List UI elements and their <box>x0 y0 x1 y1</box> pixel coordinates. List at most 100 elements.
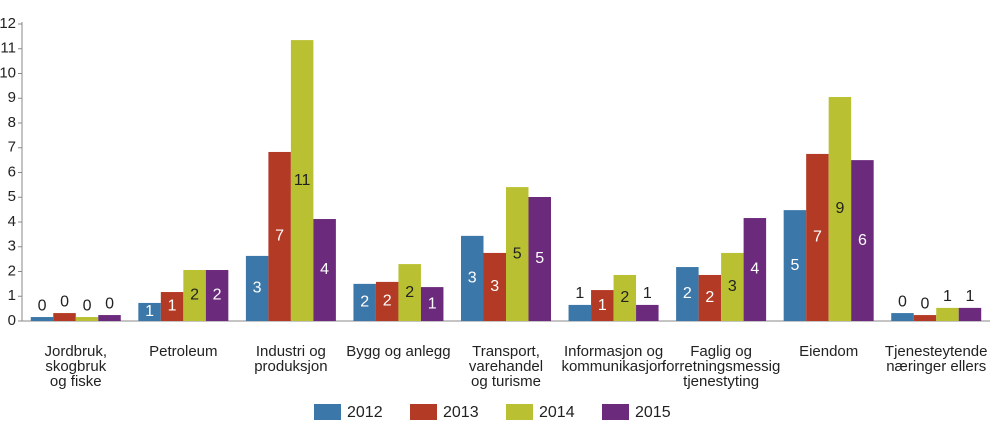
data-label: 9 <box>835 200 844 217</box>
bar <box>245 255 269 321</box>
bar <box>958 307 982 321</box>
bar <box>913 315 937 321</box>
x-tick-label-line: Tjenesteytende <box>885 343 988 360</box>
data-label: 4 <box>750 261 759 278</box>
data-label: 3 <box>468 270 477 287</box>
x-tick-label-line: forretningsmessig <box>662 358 780 375</box>
data-label: 2 <box>405 284 414 301</box>
x-tick-label-line: næringer ellers <box>886 358 986 375</box>
bar <box>636 304 659 321</box>
bar <box>205 270 229 321</box>
bar <box>851 160 874 321</box>
data-label: 0 <box>921 295 930 312</box>
bar <box>313 219 336 321</box>
data-label: 5 <box>790 257 799 274</box>
x-tick-label: Transport, varehandel og turisme <box>469 343 543 390</box>
legend-label: 2013 <box>443 404 479 421</box>
data-label: 0 <box>60 293 69 310</box>
y-tick-label: 3 <box>8 238 16 255</box>
legend-swatch <box>314 404 341 420</box>
data-label: 2 <box>360 294 369 311</box>
bar <box>375 281 399 321</box>
bar <box>75 317 99 321</box>
data-label: 7 <box>813 229 822 246</box>
y-tick-label: 5 <box>8 188 16 205</box>
bar <box>30 317 54 321</box>
bar <box>936 307 959 321</box>
x-tick-label-line: og turisme <box>471 373 541 390</box>
bar <box>290 40 314 322</box>
data-label: 0 <box>105 295 114 312</box>
data-label: 1 <box>168 298 177 315</box>
legend-swatch <box>602 404 629 420</box>
x-tick-label-line: skogbruk <box>45 358 106 375</box>
data-label: 3 <box>253 280 262 297</box>
bar <box>806 153 829 321</box>
bar <box>613 274 637 321</box>
data-label: 1 <box>598 297 607 314</box>
bar <box>483 252 506 321</box>
bar <box>783 210 807 321</box>
x-tick-label-line: og fiske <box>50 373 102 390</box>
bar <box>138 302 161 321</box>
bar <box>891 313 914 321</box>
x-tick-label-line: Faglig og <box>690 343 752 360</box>
bar <box>183 270 206 321</box>
bar <box>828 97 852 321</box>
bar <box>420 287 444 321</box>
bar <box>53 313 76 321</box>
x-tick-label-line: Eiendom <box>799 343 858 360</box>
x-tick-label: Faglig og forretningsmessig tjenestyting <box>662 343 780 390</box>
legend-label: 2015 <box>635 404 671 421</box>
x-tick-label-line: produksjon <box>254 358 327 375</box>
y-tick-label: 9 <box>8 89 16 106</box>
y-tick-label: 1 <box>8 287 16 304</box>
data-label: 1 <box>428 295 437 312</box>
y-tick-label: 7 <box>8 139 16 156</box>
y-tick-label: 10 <box>0 64 16 81</box>
data-label: 1 <box>145 303 154 320</box>
data-label: 1 <box>966 288 975 305</box>
data-label: 7 <box>275 228 284 245</box>
bar <box>398 264 421 321</box>
data-label: 6 <box>858 232 867 249</box>
bar <box>698 274 722 321</box>
data-label: 3 <box>490 278 499 295</box>
y-tick-label: 12 <box>0 15 16 32</box>
data-label: 0 <box>83 297 92 314</box>
data-label: 1 <box>575 285 584 302</box>
data-label: 4 <box>320 261 329 278</box>
bar <box>743 218 767 321</box>
data-label: 1 <box>943 288 952 305</box>
bar <box>568 304 592 321</box>
y-tick-label: 4 <box>8 213 16 230</box>
bar <box>506 187 529 321</box>
x-tick-label-line: Jordbruk, <box>45 343 108 360</box>
bar <box>676 267 699 321</box>
x-tick-label-line: Petroleum <box>149 343 217 360</box>
x-tick-label-line: Informasjon og <box>564 343 663 360</box>
bar <box>98 315 121 321</box>
x-tick-label: Eiendom <box>799 343 858 360</box>
bar <box>591 290 614 321</box>
x-tick-label: Informasjon og kommunikasjon <box>561 343 665 375</box>
y-tick-label: 11 <box>0 40 16 57</box>
data-label: 5 <box>513 245 522 262</box>
data-label: 2 <box>213 287 222 304</box>
x-tick-label-line: Transport, <box>472 343 540 360</box>
data-label: 0 <box>38 297 47 314</box>
data-label: 2 <box>383 293 392 310</box>
data-label: 3 <box>728 278 737 295</box>
y-tick-label: 8 <box>8 114 16 131</box>
data-label: 2 <box>620 289 629 306</box>
x-tick-label: Industri og produksjon <box>254 343 327 375</box>
y-tick-label: 6 <box>8 163 16 180</box>
x-tick-label-line: varehandel <box>469 358 543 375</box>
x-tick-label-line: tjenestyting <box>683 373 759 390</box>
bar <box>160 292 184 321</box>
data-label: 0 <box>898 293 907 310</box>
data-label: 5 <box>535 250 544 267</box>
data-label: 11 <box>294 172 311 189</box>
data-label: 2 <box>190 287 199 304</box>
